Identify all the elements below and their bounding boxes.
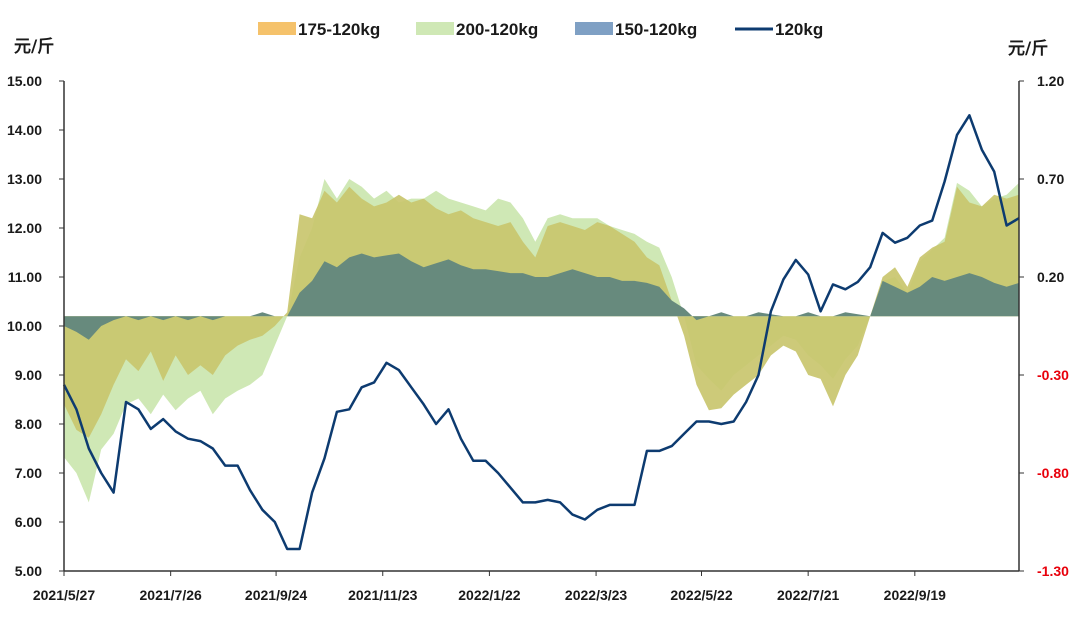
left-tick-label: 15.00 [7,73,42,89]
left-tick-label: 12.00 [7,220,42,236]
legend-label: 120kg [775,20,823,39]
left-tick-label: 14.00 [7,122,42,138]
x-tick-label: 2022/9/19 [884,587,946,603]
legend-swatch [416,22,454,35]
right-tick-label: -0.80 [1037,465,1069,481]
x-tick-label: 2022/3/23 [565,587,627,603]
legend: 175-120kg 200-120kg 150-120kg 120kg [258,20,823,39]
left-tick-label: 7.00 [15,465,42,481]
area-150-120kg [64,253,1019,340]
legend-item-150-120kg: 150-120kg [575,20,697,39]
right-tick-label: 0.70 [1037,171,1064,187]
legend-label: 200-120kg [456,20,538,39]
x-tick-label: 2021/11/23 [348,587,418,603]
area-layer [64,179,1019,503]
left-tick-label: 5.00 [15,563,42,579]
legend-label: 150-120kg [615,20,697,39]
left-tick-label: 9.00 [15,367,42,383]
right-axis-ticks: -1.30 -0.80 -0.30 0.20 0.70 1.20 [1019,73,1069,579]
left-axis-ticks: 5.00 6.00 7.00 8.00 9.00 10.00 11.00 12.00 13.00… [7,73,64,579]
left-tick-label: 8.00 [15,416,42,432]
legend-swatch [575,22,613,35]
right-tick-label: -0.30 [1037,367,1069,383]
legend-item-200-120kg: 200-120kg [416,20,538,39]
legend-item-120kg: 120kg [735,20,823,39]
x-tick-label: 2021/7/26 [140,587,202,603]
legend-label: 175-120kg [298,20,380,39]
left-tick-label: 11.00 [8,269,42,285]
legend-item-175-120kg: 175-120kg [258,20,380,39]
left-unit-label: 元/斤 [14,37,54,57]
x-tick-label: 2022/5/22 [670,587,732,603]
x-tick-label: 2022/7/21 [777,587,839,603]
x-axis-ticks: 2021/5/27 2021/7/26 2021/9/24 2021/11/23 202… [33,571,946,603]
line-layer [62,114,1020,551]
right-tick-label: -1.30 [1037,563,1069,579]
right-unit-label: 元/斤 [1008,39,1048,59]
left-tick-label: 6.00 [15,514,42,530]
right-tick-label: 1.20 [1037,73,1064,89]
right-tick-label: 0.20 [1037,269,1064,285]
left-tick-label: 10.00 [7,318,42,334]
left-tick-label: 13.00 [7,171,42,187]
line-120kg [62,114,1020,551]
x-tick-label: 2021/5/27 [33,587,95,603]
x-tick-label: 2021/9/24 [245,587,307,603]
legend-swatch [258,22,296,35]
x-tick-label: 2022/1/22 [458,587,520,603]
